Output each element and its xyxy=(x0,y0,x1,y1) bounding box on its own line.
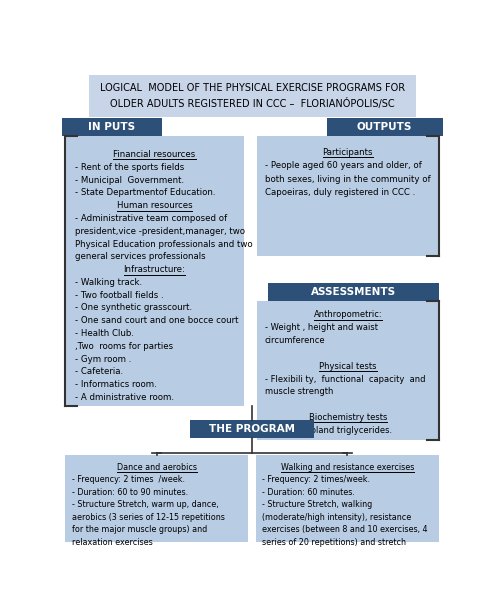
Text: - Administrative team composed of: - Administrative team composed of xyxy=(75,214,227,223)
Text: Physical tests: Physical tests xyxy=(319,362,376,371)
Text: Physical Education professionals and two: Physical Education professionals and two xyxy=(75,239,252,248)
Text: - Two football fields .: - Two football fields . xyxy=(75,290,163,300)
Text: OUTPUTS: OUTPUTS xyxy=(357,122,412,132)
Text: - Cholesteroland triglycerides.: - Cholesteroland triglycerides. xyxy=(265,426,392,435)
Text: Anthropometric:: Anthropometric: xyxy=(313,310,382,319)
FancyBboxPatch shape xyxy=(62,118,162,136)
FancyBboxPatch shape xyxy=(65,455,248,551)
Text: Biochemistry tests: Biochemistry tests xyxy=(308,413,387,422)
Text: Infrastructure:: Infrastructure: xyxy=(123,265,185,274)
Text: (moderate/high intensity), resistance: (moderate/high intensity), resistance xyxy=(262,513,411,522)
FancyBboxPatch shape xyxy=(257,301,439,440)
Text: aerobics (3 series of 12-15 repetitions: aerobics (3 series of 12-15 repetitions xyxy=(71,513,224,522)
Text: both sexes, living in the community of: both sexes, living in the community of xyxy=(265,175,430,184)
Text: - A dministrative room.: - A dministrative room. xyxy=(75,393,174,402)
Text: - Duration: 60 minutes.: - Duration: 60 minutes. xyxy=(262,488,355,497)
Text: - Cafeteria.: - Cafeteria. xyxy=(75,367,123,376)
Text: - Rent of the sports fields: - Rent of the sports fields xyxy=(75,163,184,172)
FancyBboxPatch shape xyxy=(256,455,439,551)
Text: - Duration: 60 to 90 minutes.: - Duration: 60 to 90 minutes. xyxy=(71,488,188,497)
FancyBboxPatch shape xyxy=(89,75,416,117)
Text: Financial resources: Financial resources xyxy=(113,150,196,159)
Text: - Frequency: 2 times  /week.: - Frequency: 2 times /week. xyxy=(71,475,184,484)
Text: IN PUTS: IN PUTS xyxy=(88,122,135,132)
Text: - Structure Stretch, walking: - Structure Stretch, walking xyxy=(262,501,372,509)
Text: Human resources: Human resources xyxy=(117,201,192,210)
FancyBboxPatch shape xyxy=(257,136,439,256)
FancyBboxPatch shape xyxy=(190,420,314,438)
Text: relaxation exercises: relaxation exercises xyxy=(71,538,153,547)
Text: series of 20 repetitions) and stretch: series of 20 repetitions) and stretch xyxy=(262,538,406,547)
Text: - One sand court and one bocce court: - One sand court and one bocce court xyxy=(75,316,238,325)
Text: - Gym room .: - Gym room . xyxy=(75,354,131,364)
Text: circumference: circumference xyxy=(265,336,325,345)
FancyBboxPatch shape xyxy=(269,283,439,301)
Text: ASSESSMENTS: ASSESSMENTS xyxy=(311,287,396,297)
Text: THE PROGRAM: THE PROGRAM xyxy=(209,424,295,434)
Text: ,Two  rooms for parties: ,Two rooms for parties xyxy=(75,342,173,351)
Text: Dance and aerobics: Dance and aerobics xyxy=(117,463,197,472)
Text: general services professionals: general services professionals xyxy=(75,252,205,261)
Text: - Informatics room.: - Informatics room. xyxy=(75,380,156,389)
Text: muscle strength: muscle strength xyxy=(265,387,333,396)
Text: LOGICAL  MODEL OF THE PHYSICAL EXERCISE PROGRAMS FOR
OLDER ADULTS REGISTERED IN : LOGICAL MODEL OF THE PHYSICAL EXERCISE P… xyxy=(99,83,405,108)
Text: Capoeiras, duly registered in CCC .: Capoeiras, duly registered in CCC . xyxy=(265,188,415,197)
Text: - Municipal  Government.: - Municipal Government. xyxy=(75,175,184,185)
Text: - Frequency: 2 times/week.: - Frequency: 2 times/week. xyxy=(262,475,370,484)
Text: - One synthetic grasscourt.: - One synthetic grasscourt. xyxy=(75,303,192,312)
Text: Participants: Participants xyxy=(323,148,373,157)
Text: - Weight , height and waist: - Weight , height and waist xyxy=(265,323,377,332)
Text: - Flexibili ty,  functional  capacity  and: - Flexibili ty, functional capacity and xyxy=(265,375,425,384)
Text: - People aged 60 years and older, of: - People aged 60 years and older, of xyxy=(265,161,421,171)
Text: - Walking track.: - Walking track. xyxy=(75,278,142,287)
Text: for the major muscle groups) and: for the major muscle groups) and xyxy=(71,526,207,535)
Text: exercises (between 8 and 10 exercises, 4: exercises (between 8 and 10 exercises, 4 xyxy=(262,526,428,535)
Text: - Health Club.: - Health Club. xyxy=(75,329,134,338)
Text: Walking and resistance exercises: Walking and resistance exercises xyxy=(281,463,414,472)
FancyBboxPatch shape xyxy=(327,118,443,136)
Text: - Structure Stretch, warm up, dance,: - Structure Stretch, warm up, dance, xyxy=(71,501,218,509)
FancyBboxPatch shape xyxy=(65,136,244,406)
Text: - State Departmentof Education.: - State Departmentof Education. xyxy=(75,188,215,197)
Text: president,vice -president,manager, two: president,vice -president,manager, two xyxy=(75,227,245,236)
